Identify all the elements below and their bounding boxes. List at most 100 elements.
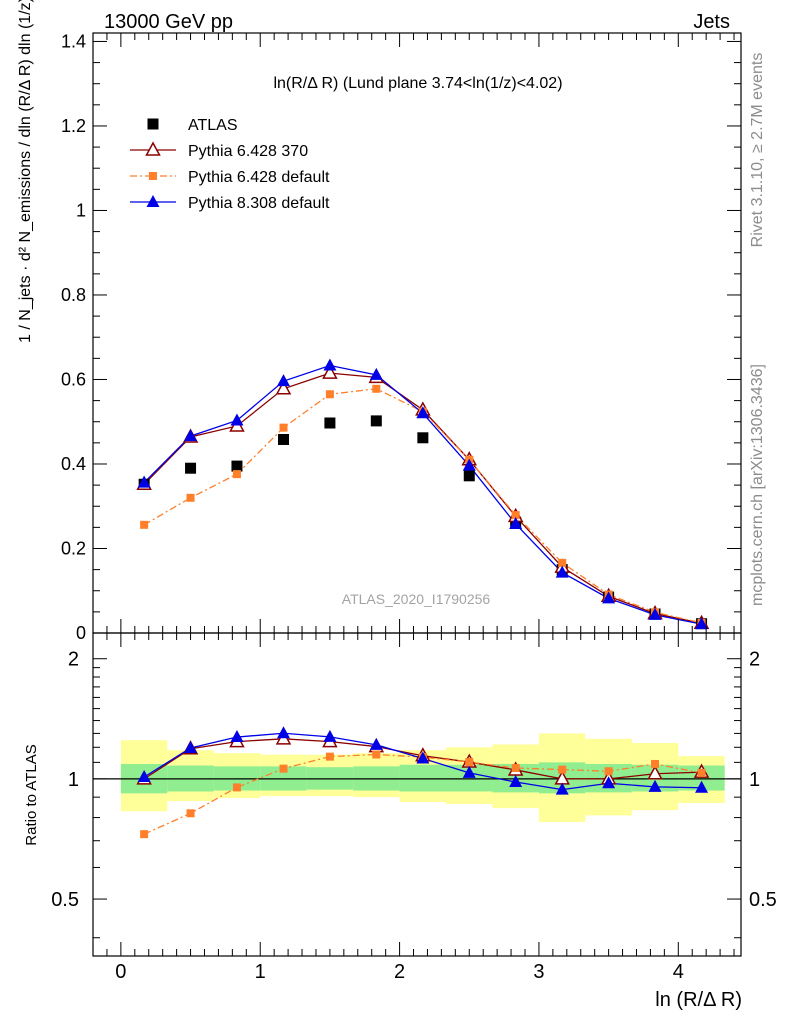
ratio-y-tick-label-right-0: 0.5	[749, 889, 777, 911]
ratio-y-tick-label-right-1: 1	[749, 769, 760, 791]
data-point-s2-8	[511, 511, 520, 520]
ratio-y-tick-label-1: 1	[68, 769, 79, 791]
x-tick-label-3: 3	[533, 961, 544, 983]
data-point-s0-2	[231, 460, 243, 472]
ratio-point-s2-4	[323, 729, 337, 742]
data-point-s3-10	[602, 591, 616, 604]
data-point-s0-5	[370, 415, 382, 427]
legend-marker-1	[145, 141, 161, 156]
data-point-s0-6	[417, 432, 429, 444]
legend-label-1: Pythia 6.428 370	[188, 143, 308, 160]
data-point-s2-9	[558, 558, 567, 567]
plot-title: ln(R/Δ R) (Lund plane 3.74<ln(1/z)<4.02)	[273, 75, 562, 92]
data-point-s2-1	[186, 493, 195, 502]
data-point-s1-4	[322, 364, 338, 379]
ratio-point-s1-9	[558, 765, 567, 774]
ratio-panel-axes: 0.5 0.5 1 1 2 2 0 1 2 3 4	[51, 632, 777, 983]
x-tick-label-2: 2	[394, 961, 405, 983]
data-point-s3-6	[416, 406, 430, 419]
legend-label-0: ATLAS	[188, 117, 238, 134]
ratio-y-tick-label-right-2: 2	[749, 649, 760, 671]
ratio-point-s2-6	[416, 751, 430, 764]
ratio-point-s2-3	[276, 726, 290, 739]
legend-label-2: Pythia 6.428 default	[188, 169, 330, 186]
data-point-s0-7	[463, 470, 475, 482]
top-y-axis-label: 1 / N_jets · d² N_emissions / dln (R/Δ R…	[17, 0, 34, 343]
legend-marker-3	[146, 195, 160, 207]
ratio-point-s1-8	[511, 763, 520, 772]
data-point-s3-2	[230, 413, 244, 426]
ratio-point-s2-8	[509, 775, 523, 788]
ratio-y-tick-label-0: 0.5	[51, 889, 79, 911]
data-point-s3-4	[323, 358, 337, 371]
y-tick-label-3: 0.6	[61, 369, 86, 389]
ratio-point-s1-0	[140, 830, 149, 839]
ratio-point-s2-7	[462, 765, 476, 778]
data-point-s3-7	[462, 458, 476, 471]
data-point-s3-9	[555, 565, 569, 578]
y-tick-label-4: 0.8	[61, 285, 86, 305]
y-tick-label-7: 1.4	[61, 31, 86, 51]
ratio-point-s2-12	[695, 780, 709, 793]
y-tick-label-2: 0.4	[61, 454, 86, 474]
legend-marker-0	[147, 118, 159, 130]
header-right: Jets	[693, 11, 730, 33]
mcplots-side-text: mcplots.cern.ch [arXiv:1306.3436]	[749, 364, 766, 606]
ratio-y-axis-label: Ratio to ATLAS	[23, 744, 40, 845]
y-tick-label-6: 1.2	[61, 116, 86, 136]
y-tick-label-0: 0	[76, 623, 86, 643]
legend-marker-2	[149, 172, 157, 180]
ratio-point-s1-3	[279, 764, 288, 773]
top-panel-axes: 0 0.2 0.4 0.6 0.8 1 1.2 1.4	[61, 31, 742, 643]
data-point-s3-1	[184, 429, 198, 442]
ratio-point-s2-5	[369, 737, 383, 750]
y-tick-label-5: 1	[76, 200, 86, 220]
watermark: ATLAS_2020_I1790256	[342, 591, 491, 607]
top-panel-series	[136, 358, 710, 630]
data-point-s3-0	[137, 475, 151, 488]
ratio-point-s1-10	[604, 767, 613, 776]
data-point-s0-3	[277, 433, 289, 445]
data-point-s3-12	[695, 617, 709, 630]
rivet-side-text: Rivet 3.1.10, ≥ 2.7M events	[749, 53, 766, 248]
x-tick-label-1: 1	[255, 961, 266, 983]
ratio-point-s0-11	[647, 765, 663, 780]
ratio-point-s2-2	[230, 730, 244, 743]
x-tick-label-4: 4	[673, 961, 684, 983]
data-point-s2-0	[140, 520, 149, 529]
ratio-point-s1-12	[697, 768, 706, 777]
x-tick-label-0: 0	[115, 961, 126, 983]
ratio-point-s1-7	[465, 758, 474, 767]
ratio-point-s2-9	[555, 782, 569, 795]
ratio-panel-series	[136, 726, 710, 839]
data-point-s2-3	[279, 423, 288, 432]
ratio-point-s2-0	[137, 769, 151, 782]
data-point-s2-2	[232, 470, 241, 479]
y-tick-label-1: 0.2	[61, 538, 86, 558]
ratio-point-s1-11	[651, 759, 660, 768]
ratio-point-s2-1	[184, 741, 198, 754]
legend: ATLAS Pythia 6.428 370 Pythia 6.428 defaul…	[130, 117, 330, 212]
green-band-bin-6	[399, 764, 446, 792]
header-left: 13000 GeV pp	[104, 11, 233, 33]
data-point-s2-5	[372, 384, 381, 393]
ratio-point-s1-4	[325, 752, 334, 761]
data-point-s2-4	[325, 390, 334, 399]
data-point-s3-3	[276, 374, 290, 387]
data-point-s3-5	[369, 367, 383, 380]
legend-label-3: Pythia 8.308 default	[188, 195, 330, 212]
ratio-y-tick-label-2: 2	[68, 649, 79, 671]
data-point-s1-3	[275, 380, 292, 395]
ratio-point-s2-11	[648, 779, 662, 792]
ratio-point-s1-1	[186, 809, 195, 818]
ratio-point-s1-5	[372, 750, 381, 759]
ratio-point-s1-2	[232, 783, 241, 792]
x-axis-label: ln (R/Δ R)	[655, 989, 742, 1011]
data-point-s3-11	[648, 607, 662, 620]
data-point-s0-1	[185, 462, 197, 474]
ratio-point-s2-10	[602, 776, 616, 789]
ratio-frame	[92, 632, 742, 957]
data-point-s0-4	[324, 417, 336, 429]
